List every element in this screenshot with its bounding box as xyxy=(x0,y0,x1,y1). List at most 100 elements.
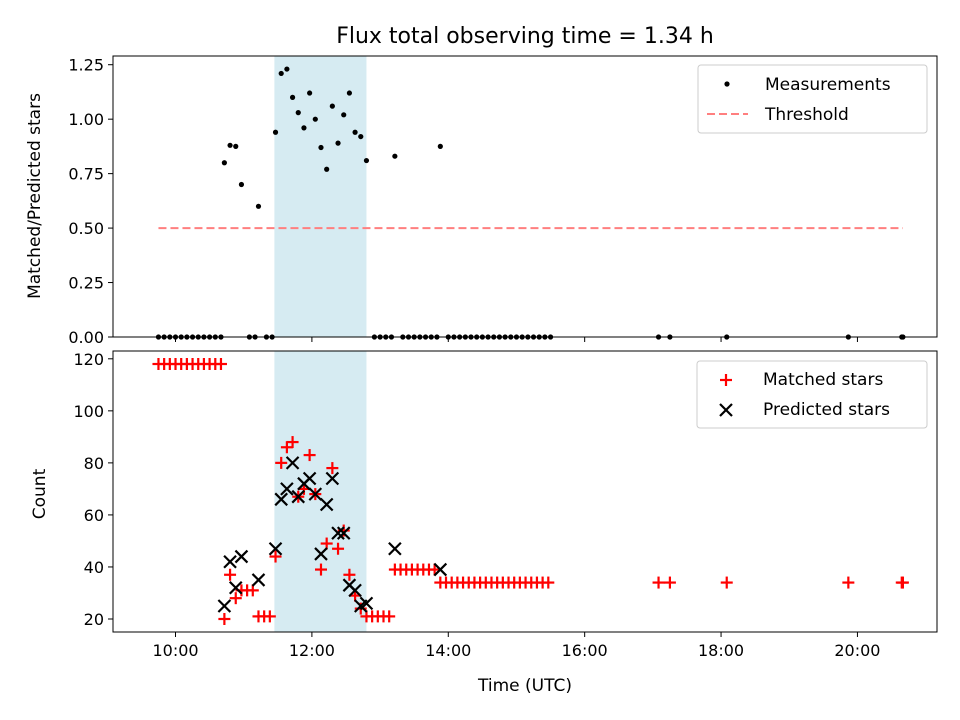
x-tick-label: 10:00 xyxy=(152,641,198,660)
top-y-ticks: 0.00 0.25 0.50 0.75 1.00 1.25 xyxy=(68,56,113,347)
measurement-point xyxy=(346,90,353,96)
measurement-point xyxy=(255,203,262,209)
bottom-panel: 20 40 60 80 100 120 10:00 12:00 14:00 16:00 18:00… xyxy=(30,350,938,696)
bottom-legend: Matched stars Predicted stars xyxy=(696,360,928,429)
matched-star-point xyxy=(275,456,288,469)
measurement-point xyxy=(392,153,398,159)
measurement-point xyxy=(233,143,239,149)
matched-star-point xyxy=(652,576,665,589)
y-tick-label: 60 xyxy=(84,506,104,525)
matched-star-point xyxy=(303,449,316,462)
matched-star-point xyxy=(542,576,555,589)
top-shaded-interval xyxy=(274,56,367,337)
legend-threshold-label: Threshold xyxy=(764,105,849,125)
measurement-point xyxy=(278,70,284,77)
predicted-star-point xyxy=(217,599,232,613)
predicted-star-point xyxy=(359,596,374,611)
y-tick-label: 100 xyxy=(73,402,104,421)
predicted-star-point xyxy=(268,541,283,556)
y-tick-label: 0.00 xyxy=(68,328,104,347)
y-tick-label: 80 xyxy=(84,454,104,473)
legend-predicted-marker xyxy=(719,403,733,417)
measurement-point xyxy=(437,143,443,149)
predicted-star-point xyxy=(325,471,340,486)
matched-star-point xyxy=(383,610,396,623)
top-legend-box xyxy=(697,64,928,134)
measurement-point xyxy=(272,129,279,135)
x-tick-label: 20:00 xyxy=(834,641,880,660)
predicted-star-point xyxy=(223,554,237,569)
legend-measurements-marker xyxy=(724,81,730,87)
matched-star-point xyxy=(224,568,237,581)
legend-matched-label: Matched stars xyxy=(763,370,883,390)
y-tick-label: 120 xyxy=(73,350,104,369)
measurement-point xyxy=(341,112,347,118)
matched-star-point xyxy=(896,576,909,589)
measurement-point xyxy=(301,125,307,131)
measurement-point xyxy=(221,160,227,166)
measurement-point xyxy=(318,144,324,151)
measurement-point xyxy=(335,140,341,146)
legend-predicted-label: Predicted stars xyxy=(763,400,890,420)
x-tick-label: 12:00 xyxy=(289,641,335,660)
matched-star-point xyxy=(214,358,227,371)
top-x-ticks xyxy=(175,337,858,342)
x-tick-label: 16:00 xyxy=(562,641,608,660)
top-y-axis-label: Matched/Predicted stars xyxy=(25,93,45,299)
predicted-star-point xyxy=(291,489,306,504)
matched-star-point xyxy=(326,462,339,475)
predicted-star-point xyxy=(285,456,300,470)
predicted-star-point xyxy=(348,583,362,598)
measurement-point xyxy=(363,157,370,164)
y-tick-label: 1.00 xyxy=(68,110,104,129)
predicted-star-point xyxy=(234,549,249,564)
y-tick-label: 40 xyxy=(84,558,104,577)
predicted-star-point xyxy=(314,547,328,561)
matched-star-point xyxy=(343,568,356,581)
bottom-plot-frame xyxy=(112,350,938,633)
x-axis-label: Time (UTC) xyxy=(477,676,572,696)
measurement-point xyxy=(329,103,335,109)
bottom-x-ticks: 10:00 12:00 14:00 16:00 18:00 20:00 xyxy=(152,632,880,660)
matched-star-point xyxy=(332,542,345,555)
matched-star-point xyxy=(280,441,293,454)
matched-star-point xyxy=(842,576,855,589)
legend-measurements-label: Measurements xyxy=(765,75,891,95)
y-tick-label: 0.50 xyxy=(68,219,104,238)
predicted-star-point xyxy=(336,526,351,540)
bottom-y-ticks: 20 40 60 80 100 120 xyxy=(73,350,113,629)
measurement-point xyxy=(284,66,290,72)
bottom-legend-box xyxy=(696,360,928,429)
matched-star-point xyxy=(720,576,733,589)
y-tick-label: 0.75 xyxy=(68,165,104,184)
matched-star-point xyxy=(263,610,276,623)
predicted-star-point xyxy=(228,580,243,595)
predicted-star-point xyxy=(331,526,345,540)
matched-star-point xyxy=(320,537,333,550)
matched-star-point xyxy=(286,436,299,449)
measurement-point xyxy=(289,94,296,100)
y-tick-label: 1.25 xyxy=(68,56,104,75)
top-panel: 0.00 0.25 0.50 0.75 1.00 1.25 Matched/Predict… xyxy=(25,55,938,347)
measurement-point xyxy=(358,133,364,140)
predicted-star-point xyxy=(308,487,323,501)
top-legend: Measurements Threshold xyxy=(697,64,928,134)
predicted-star-point xyxy=(280,482,294,496)
bottom-y-axis-label: Count xyxy=(30,468,50,519)
measurement-point xyxy=(307,90,313,96)
matched-star-point xyxy=(246,584,259,597)
x-tick-label: 14:00 xyxy=(425,641,471,660)
matched-star-point xyxy=(428,563,441,576)
y-tick-label: 20 xyxy=(84,610,104,629)
measurement-point xyxy=(295,110,301,116)
predicted-star-point xyxy=(319,497,334,512)
predicted-star-point xyxy=(274,492,288,507)
chart-title: Flux total observing time = 1.34 h xyxy=(336,24,714,49)
measurement-point xyxy=(227,142,233,148)
matched-star-point xyxy=(218,612,231,625)
measurement-point xyxy=(352,129,358,135)
x-tick-label: 18:00 xyxy=(698,641,744,660)
y-tick-label: 0.25 xyxy=(68,274,104,293)
top-plot-frame xyxy=(112,55,938,338)
